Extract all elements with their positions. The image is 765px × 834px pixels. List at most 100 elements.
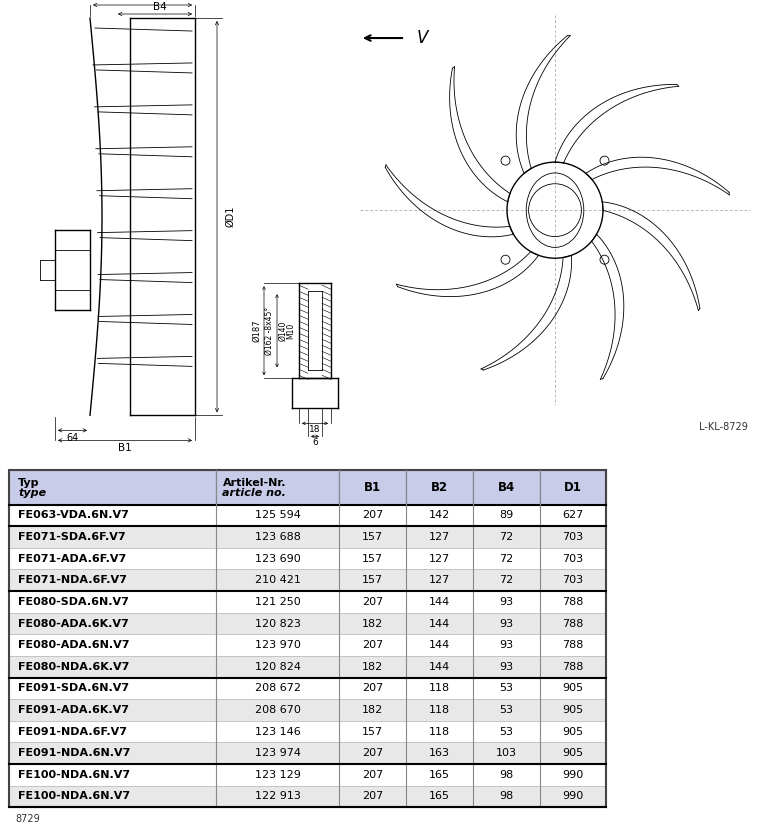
Text: 788: 788 [562, 597, 584, 607]
Text: 72: 72 [500, 532, 513, 542]
Bar [406, 699, 473, 721]
Text: 93: 93 [500, 661, 513, 671]
Text: 905: 905 [562, 726, 584, 736]
Text: 788: 788 [562, 661, 584, 671]
Bar [540, 764, 607, 786]
Text: Ø187: Ø187 [252, 319, 261, 342]
Text: B4: B4 [498, 480, 515, 494]
Text: 118: 118 [429, 683, 450, 693]
Text: 990: 990 [562, 791, 584, 801]
Text: 208 670: 208 670 [255, 705, 301, 715]
Bar [473, 721, 540, 742]
Text: 207: 207 [362, 510, 383, 520]
Bar [9, 570, 216, 591]
Bar [216, 526, 340, 548]
Bar [340, 613, 406, 635]
Bar [340, 591, 406, 613]
Text: 53: 53 [500, 726, 513, 736]
Text: 118: 118 [429, 705, 450, 715]
Text: FE080-NDA.6K.V7: FE080-NDA.6K.V7 [18, 661, 129, 671]
Bar [406, 570, 473, 591]
Bar [9, 613, 216, 635]
Bar [406, 470, 473, 505]
Bar [473, 613, 540, 635]
Text: 165: 165 [429, 791, 450, 801]
Text: B2: B2 [431, 480, 448, 494]
Bar [540, 742, 607, 764]
Text: 93: 93 [500, 619, 513, 629]
Text: 144: 144 [429, 597, 451, 607]
Bar [406, 635, 473, 656]
Text: 182: 182 [362, 661, 383, 671]
Text: FE100-NDA.6N.V7: FE100-NDA.6N.V7 [18, 791, 130, 801]
Bar [9, 505, 216, 526]
Text: 157: 157 [363, 554, 383, 564]
Text: 6: 6 [312, 439, 318, 447]
Bar [340, 470, 406, 505]
Bar [540, 613, 607, 635]
Bar [540, 656, 607, 677]
Text: 122 913: 122 913 [255, 791, 301, 801]
Text: FE091-NDA.6F.V7: FE091-NDA.6F.V7 [18, 726, 127, 736]
Text: 905: 905 [562, 748, 584, 758]
Text: B1: B1 [118, 444, 132, 454]
Text: FE063-VDA.6N.V7: FE063-VDA.6N.V7 [18, 510, 129, 520]
Text: V: V [417, 29, 428, 47]
Bar [473, 591, 540, 613]
Text: 89: 89 [500, 510, 513, 520]
Text: 207: 207 [362, 683, 383, 693]
Bar [216, 721, 340, 742]
Text: 207: 207 [362, 748, 383, 758]
Text: 210 421: 210 421 [255, 575, 301, 585]
Text: Typ: Typ [18, 478, 40, 488]
Text: 144: 144 [429, 641, 451, 651]
Text: 182: 182 [362, 705, 383, 715]
Text: Ø140: Ø140 [278, 320, 287, 341]
Text: FE071-SDA.6F.V7: FE071-SDA.6F.V7 [18, 532, 125, 542]
Text: 53: 53 [500, 683, 513, 693]
Bar [9, 742, 216, 764]
Text: FE080-SDA.6N.V7: FE080-SDA.6N.V7 [18, 597, 129, 607]
Text: Ø162 -8x45°: Ø162 -8x45° [265, 307, 274, 355]
Bar [473, 786, 540, 807]
Text: FE091-ADA.6K.V7: FE091-ADA.6K.V7 [18, 705, 129, 715]
Text: 123 146: 123 146 [255, 726, 301, 736]
Text: 163: 163 [429, 748, 450, 758]
Bar [340, 677, 406, 699]
Text: 157: 157 [363, 532, 383, 542]
Text: 120 824: 120 824 [255, 661, 301, 671]
Bar [9, 786, 216, 807]
Text: 123 688: 123 688 [255, 532, 301, 542]
Text: 98: 98 [500, 770, 513, 780]
Bar [9, 591, 216, 613]
Text: D1: D1 [564, 480, 582, 494]
Bar [473, 764, 540, 786]
Text: 118: 118 [429, 726, 450, 736]
Text: 165: 165 [429, 770, 450, 780]
Text: 72: 72 [500, 575, 513, 585]
Bar [340, 505, 406, 526]
Bar [473, 548, 540, 570]
Text: FE071-ADA.6F.V7: FE071-ADA.6F.V7 [18, 554, 126, 564]
Text: 103: 103 [496, 748, 517, 758]
Bar [216, 613, 340, 635]
Bar [540, 570, 607, 591]
Bar [216, 699, 340, 721]
Text: 123 970: 123 970 [255, 641, 301, 651]
Text: 8729: 8729 [15, 814, 40, 824]
Bar [473, 677, 540, 699]
Text: 64: 64 [67, 434, 79, 444]
Bar [216, 505, 340, 526]
Bar [340, 526, 406, 548]
Text: 788: 788 [562, 641, 584, 651]
Bar [473, 635, 540, 656]
Text: 990: 990 [562, 770, 584, 780]
Text: 207: 207 [362, 641, 383, 651]
Bar [406, 613, 473, 635]
Bar [540, 526, 607, 548]
Bar [473, 470, 540, 505]
Text: 125 594: 125 594 [255, 510, 301, 520]
Bar [9, 548, 216, 570]
Bar [9, 656, 216, 677]
Bar [340, 656, 406, 677]
